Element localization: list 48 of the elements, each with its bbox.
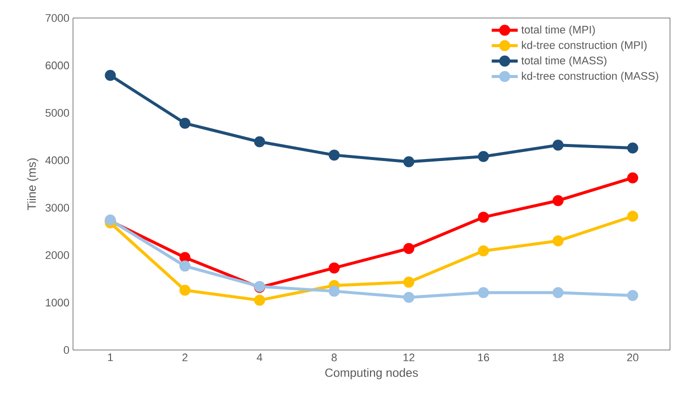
point xyxy=(328,286,340,297)
y-tick-label: 2000 xyxy=(46,251,70,260)
x-tick-label: 18 xyxy=(552,354,564,362)
y-axis-title: Tiine (ms) xyxy=(27,158,38,210)
x-tick-label: 20 xyxy=(627,354,638,362)
y-tick-label: 1000 xyxy=(46,298,70,306)
point xyxy=(104,70,116,81)
point xyxy=(478,212,489,223)
point xyxy=(552,195,564,206)
legend-label: total time (MPI) xyxy=(521,26,595,36)
legend-label: total time (MASS) xyxy=(521,56,606,67)
x-tick-label: 4 xyxy=(256,354,262,362)
point xyxy=(552,140,564,151)
point xyxy=(328,150,340,161)
point xyxy=(328,262,340,274)
point xyxy=(627,210,638,222)
x-tick-label: 12 xyxy=(404,354,414,362)
legend-label: kd-tree construction (MASS) xyxy=(522,72,658,82)
point xyxy=(552,287,564,298)
x-tick-label: 8 xyxy=(332,354,337,362)
point xyxy=(627,142,638,154)
point xyxy=(254,136,266,148)
point xyxy=(179,118,190,129)
y-tick-label: 6000 xyxy=(46,62,70,70)
point xyxy=(403,156,414,168)
x-tick-label: 2 xyxy=(182,354,188,362)
point xyxy=(254,294,266,306)
point xyxy=(627,290,638,301)
point xyxy=(403,292,414,303)
point xyxy=(478,150,489,162)
legend-label: kd-tree construction (MPI) xyxy=(522,40,647,52)
point xyxy=(478,245,489,256)
y-tick-label: 4000 xyxy=(45,156,70,164)
point xyxy=(627,172,638,184)
y-tick-label: 3000 xyxy=(46,204,70,212)
point xyxy=(403,243,414,254)
x-tick-label: 1 xyxy=(108,354,113,362)
point xyxy=(478,287,489,298)
x-axis-title: Computing nodes xyxy=(325,368,418,380)
point xyxy=(179,284,190,296)
point xyxy=(403,276,414,288)
y-tick-label: 7000 xyxy=(46,14,70,22)
y-tick-label: 5000 xyxy=(46,108,70,117)
y-tick-label: 0 xyxy=(64,346,70,354)
point xyxy=(179,260,190,272)
x-tick-label: 16 xyxy=(478,354,490,362)
point xyxy=(552,235,564,246)
point xyxy=(179,252,190,264)
